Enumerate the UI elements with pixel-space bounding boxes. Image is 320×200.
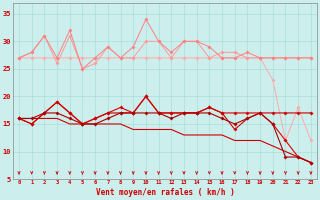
X-axis label: Vent moyen/en rafales ( km/h ): Vent moyen/en rafales ( km/h ) bbox=[96, 188, 234, 197]
